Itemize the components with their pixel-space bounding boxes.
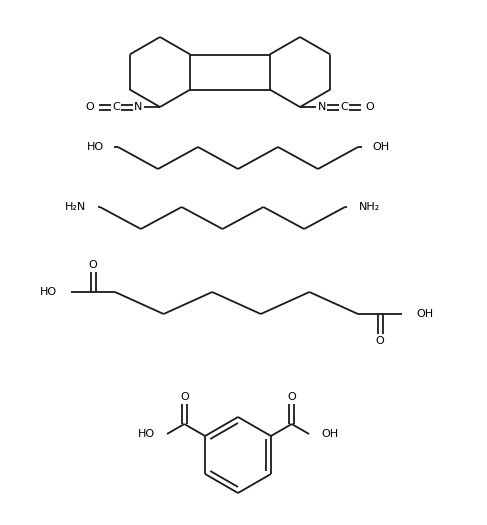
Text: O: O (89, 260, 97, 270)
Text: O: O (366, 102, 375, 112)
Text: OH: OH (321, 429, 338, 439)
Text: HO: HO (87, 142, 104, 152)
Text: OH: OH (416, 309, 433, 319)
Text: O: O (180, 392, 188, 402)
Text: H₂N: H₂N (65, 202, 86, 212)
Text: N: N (318, 102, 326, 112)
Text: C: C (340, 102, 348, 112)
Text: N: N (134, 102, 142, 112)
Text: C: C (112, 102, 120, 112)
Text: HO: HO (40, 287, 57, 297)
Text: NH₂: NH₂ (359, 202, 380, 212)
Text: OH: OH (372, 142, 389, 152)
Text: O: O (375, 336, 384, 346)
Text: HO: HO (138, 429, 155, 439)
Text: O: O (86, 102, 94, 112)
Text: O: O (287, 392, 296, 402)
